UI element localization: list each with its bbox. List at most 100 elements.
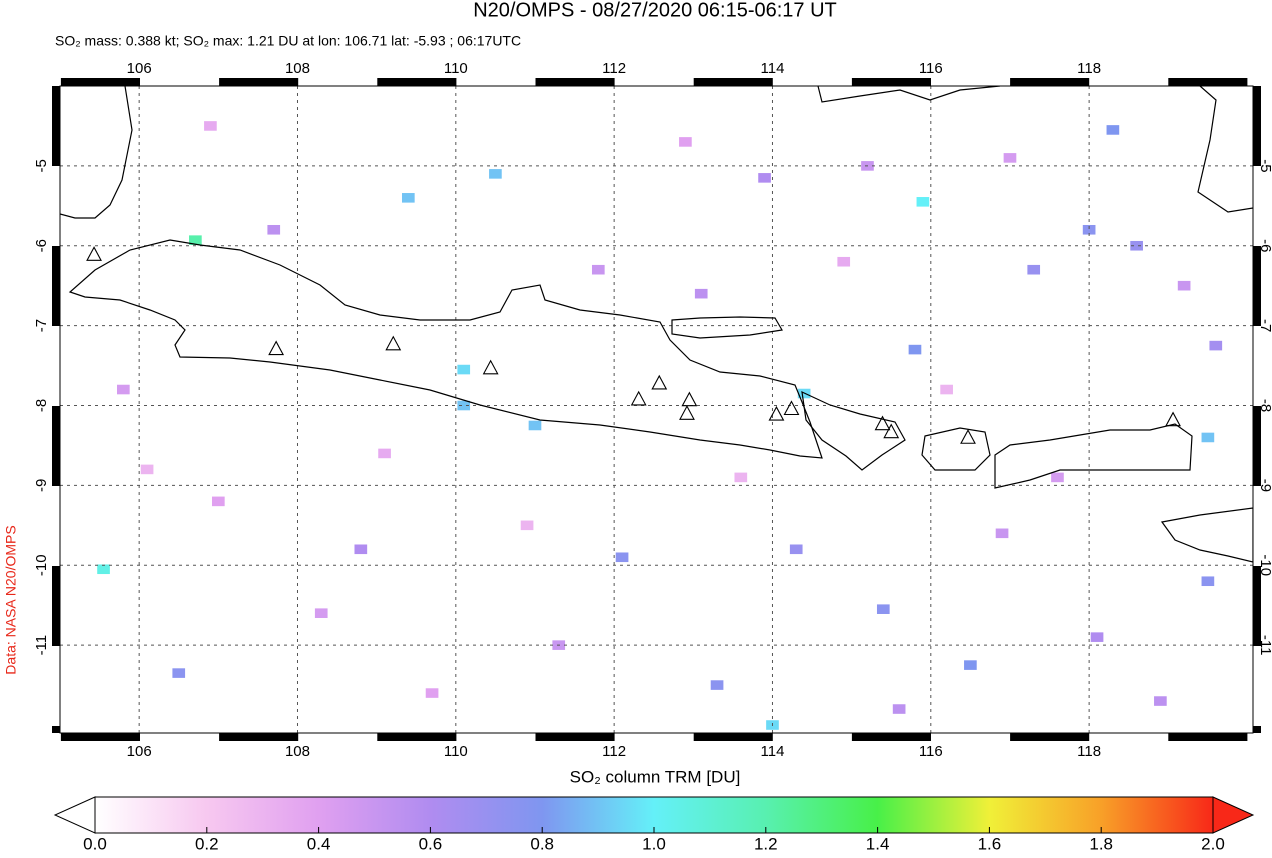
credit: Data: NASA N20/OMPS	[3, 525, 19, 674]
coast-borneo	[817, 86, 1001, 103]
so2-pixel	[1177, 280, 1191, 291]
so2-pixel	[401, 193, 415, 203]
so2-pixel	[789, 544, 803, 555]
so2-pixel	[591, 264, 605, 275]
y-tick-label-left: -11	[33, 635, 50, 656]
volcano	[268, 340, 285, 356]
y-tick-label-left: -5	[33, 159, 50, 172]
so2-pixel	[116, 384, 130, 395]
x-tick-label-top: 116	[919, 60, 943, 77]
so2-pixel	[457, 364, 471, 375]
x-tick-label-bottom: 106	[127, 743, 152, 760]
colorbar-tick-label: 1.6	[978, 834, 1002, 853]
so2-pixel	[489, 169, 502, 179]
colorbar-tick-label: 1.2	[754, 834, 778, 853]
so2-pixel	[172, 668, 186, 678]
so2-pixel	[314, 608, 328, 618]
y-tick-label-right: -7	[1257, 319, 1272, 332]
x-tick-label-bottom: 110	[444, 743, 468, 760]
colorbar-tick-label: 0.4	[307, 834, 331, 853]
volcano	[679, 405, 695, 420]
so2-pixel	[964, 660, 977, 670]
so2-pixel	[908, 344, 922, 355]
x-tick-label-top: 114	[761, 60, 785, 77]
y-tick-label-left: -9	[33, 479, 50, 492]
so2-pixel	[1201, 576, 1215, 587]
x-tick-label-top: 112	[602, 60, 626, 77]
so2-pixel	[1027, 264, 1041, 275]
x-tick-label-top: 108	[285, 60, 310, 77]
coast-sumatra	[60, 86, 133, 219]
volcano	[385, 335, 402, 351]
colorbar-label: SO₂ column TRM [DU]	[570, 767, 741, 786]
y-tick-label-left: -6	[33, 239, 50, 252]
map-background	[60, 86, 1253, 733]
colorbar-tick-label: 1.0	[642, 834, 666, 853]
grid-layer	[60, 86, 1253, 733]
so2-pixel	[1106, 125, 1120, 135]
so2-pixel	[267, 224, 281, 235]
colorbar-over	[1212, 796, 1255, 834]
colorbar-tick-label: 0.6	[419, 834, 443, 853]
y-tick-label-right: -11	[1257, 635, 1272, 656]
colorbar: 0.0 0.2 0.4 0.6 0.8 1.0 1.2 1.4 1.6 1.8 2.0	[53, 796, 1255, 853]
so2-pixel	[189, 235, 202, 245]
so2-pixel	[1090, 632, 1104, 642]
colorbar-tick-label: 1.4	[866, 834, 890, 853]
x-tick-label-bottom: 108	[285, 743, 310, 760]
so2-pixel	[876, 604, 890, 614]
so2-pixel	[1154, 696, 1167, 706]
so2-pixel	[1051, 472, 1064, 483]
x-tick-label-top: 110	[444, 60, 468, 77]
y-tick-label-left: -10	[33, 554, 50, 576]
so2-pixel	[354, 544, 368, 555]
volcano	[1165, 411, 1181, 427]
so2-pixel	[528, 420, 542, 431]
y-tick-label-left: -8	[33, 399, 50, 412]
so2-pixel	[995, 528, 1009, 539]
so2-pixel	[1082, 224, 1096, 235]
colorbar-tick-label: 2.0	[1201, 834, 1225, 853]
volcano-layer	[86, 246, 1181, 444]
map-frame	[52, 78, 1261, 741]
colorbar-tick-label: 0.8	[530, 834, 554, 853]
colorbar-tick-label: 1.8	[1089, 834, 1113, 853]
subtitle: SO₂ mass: 0.388 kt; SO₂ max: 1.21 DU at …	[55, 33, 521, 49]
volcano	[681, 391, 698, 407]
so2-pixel	[378, 448, 391, 459]
so2-pixel	[615, 552, 629, 563]
so2-pixel	[140, 464, 154, 475]
so2-pixel	[211, 496, 225, 507]
colorbar-under	[53, 796, 96, 834]
coast-madura	[671, 316, 783, 339]
colorbar-tick-label: 0.2	[195, 834, 219, 853]
volcano	[960, 429, 976, 444]
so2-pixel	[892, 704, 906, 714]
y-tick-label-right: -9	[1257, 479, 1272, 492]
volcano	[768, 405, 785, 421]
y-tick-label-right: -10	[1257, 554, 1272, 576]
so2-pixel	[457, 400, 471, 411]
so2-pixel	[204, 121, 217, 131]
colorbar-tick-label: 0.0	[83, 834, 107, 853]
so2-pixel	[1209, 340, 1223, 351]
so2-pixel	[710, 680, 724, 690]
y-tick-label-right: -5	[1257, 159, 1272, 172]
volcano	[630, 390, 647, 406]
so2-pixel	[1003, 153, 1017, 163]
volcano	[874, 415, 891, 431]
so2-pixel	[694, 288, 708, 299]
x-tick-label-bottom: 112	[602, 743, 626, 760]
so2-pixel	[734, 472, 748, 483]
coastlines	[60, 86, 1253, 563]
y-tick-label-right: -8	[1257, 399, 1272, 412]
coast-java	[68, 239, 823, 459]
volcano	[883, 423, 900, 439]
title: N20/OMPS - 08/27/2020 06:15-06:17 UT	[473, 0, 837, 21]
so2-pixel	[520, 520, 534, 531]
volcano	[651, 374, 668, 390]
x-tick-label-bottom: 118	[1077, 743, 1101, 760]
x-tick-label-bottom: 116	[919, 743, 943, 760]
y-tick-label-left: -7	[33, 319, 50, 332]
